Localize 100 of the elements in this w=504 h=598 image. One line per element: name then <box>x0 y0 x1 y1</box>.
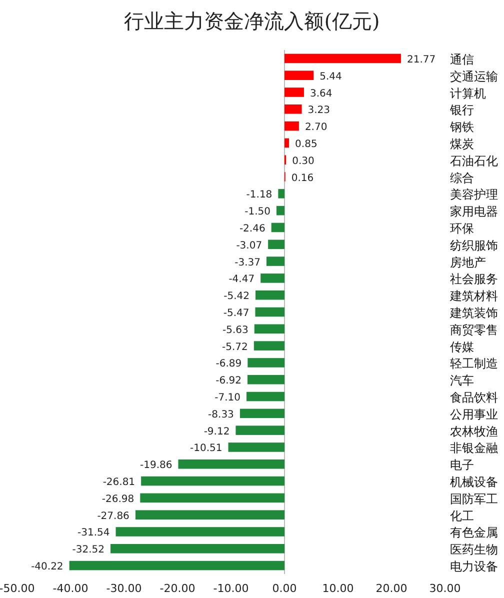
data-label: -6.89 <box>216 358 242 370</box>
data-label: -5.47 <box>223 308 250 319</box>
y-tick-label: 石油石化 <box>450 154 498 168</box>
data-label: -5.42 <box>224 291 250 302</box>
bar <box>256 290 284 300</box>
y-tick-label: 房地产 <box>450 255 486 270</box>
y-tick-label: 公用事业 <box>450 407 498 422</box>
data-label: -10.51 <box>190 443 222 454</box>
data-label: -31.54 <box>78 528 110 539</box>
bar <box>284 121 299 131</box>
bar <box>254 341 284 350</box>
y-tick-label: 农林牧渔 <box>450 424 498 438</box>
y-tick-label: 银行 <box>449 103 474 118</box>
data-label: -19.86 <box>140 460 172 472</box>
data-label: -7.10 <box>214 392 241 404</box>
data-label: -32.52 <box>72 544 105 556</box>
y-tick-label: 有色金属 <box>450 526 498 540</box>
data-label: -5.63 <box>222 324 248 336</box>
bar <box>284 54 401 64</box>
bar <box>110 544 284 554</box>
y-tick-label: 商贸零售 <box>450 322 498 337</box>
data-label: -40.22 <box>31 562 64 573</box>
data-label: -5.72 <box>222 342 248 353</box>
bar <box>284 104 302 114</box>
bar <box>236 426 284 435</box>
y-tick-label: 国防军工 <box>450 492 498 506</box>
bar <box>140 493 284 503</box>
y-tick-label: 社会服务 <box>450 272 498 286</box>
bar <box>284 88 304 97</box>
x-tick-label: 0.00 <box>272 582 297 595</box>
x-tick-label: -30.00 <box>106 582 142 595</box>
bar <box>248 358 284 368</box>
y-tick-label: 钢铁 <box>449 120 474 134</box>
data-label: 3.23 <box>308 105 330 116</box>
bar <box>178 459 284 469</box>
data-label: 0.85 <box>295 138 318 150</box>
data-label: -3.07 <box>236 240 262 252</box>
data-label: -1.18 <box>246 190 272 201</box>
y-tick-label: 通信 <box>450 52 474 66</box>
bar <box>240 408 284 418</box>
chart-title: 行业主力资金净流入额(亿元) <box>124 9 380 33</box>
bar <box>246 392 284 402</box>
bar <box>284 138 290 148</box>
y-tick-label: 综合 <box>450 170 474 185</box>
y-tick-label: 轻工制造 <box>450 356 498 371</box>
data-label: -8.33 <box>208 409 234 420</box>
y-tick-label: 非银金融 <box>450 441 498 456</box>
bar <box>268 240 284 250</box>
data-label: -6.92 <box>216 376 242 387</box>
y-tick-label: 建筑装饰 <box>449 306 498 320</box>
bar <box>284 70 314 80</box>
data-label: 3.64 <box>310 88 332 100</box>
data-label: 0.30 <box>292 156 314 167</box>
data-label: -26.98 <box>102 494 134 505</box>
y-tick-label: 家用电器 <box>450 204 498 219</box>
y-tick-label: 电力设备 <box>450 560 498 574</box>
x-tick-label: -10.00 <box>213 582 249 595</box>
y-tick-label: 交通运输 <box>450 69 498 84</box>
bar <box>135 510 284 520</box>
bar <box>255 307 284 317</box>
data-label: -9.12 <box>204 426 230 438</box>
data-label: 0.16 <box>291 172 314 184</box>
y-tick-label: 食品饮料 <box>450 390 498 405</box>
bar <box>69 560 284 570</box>
bar <box>228 442 284 452</box>
y-tick-label: 建筑材料 <box>449 289 498 304</box>
x-tick-label: 10.00 <box>322 582 354 595</box>
bar <box>116 527 284 536</box>
x-tick-label: 20.00 <box>376 582 408 595</box>
data-label: -3.37 <box>234 257 260 268</box>
bar <box>141 476 284 486</box>
y-tick-label: 美容护理 <box>450 188 498 202</box>
y-tick-label: 环保 <box>450 221 474 236</box>
data-label: -27.86 <box>97 510 130 522</box>
x-tick-label: -20.00 <box>160 582 196 595</box>
data-label: 21.77 <box>406 54 436 66</box>
bar <box>278 189 284 198</box>
bar <box>276 206 284 216</box>
x-tick-label: -50.00 <box>0 582 35 595</box>
data-label: 2.70 <box>304 122 328 134</box>
y-tick-label: 煤炭 <box>450 136 474 151</box>
y-tick-label: 医药生物 <box>450 542 498 557</box>
y-tick-label: 传媒 <box>450 340 474 354</box>
y-tick-label: 电子 <box>450 458 474 472</box>
y-tick-label: 化工 <box>450 508 474 523</box>
data-label: 5.44 <box>320 71 342 82</box>
y-tick-label: 汽车 <box>450 374 474 388</box>
y-tick-label: 计算机 <box>450 86 486 100</box>
bar <box>271 222 284 232</box>
y-tick-label: 纺织服饰 <box>450 238 498 252</box>
bar <box>260 274 284 283</box>
data-label: -1.50 <box>244 206 270 218</box>
bar <box>254 324 284 334</box>
y-tick-label: 机械设备 <box>450 475 498 490</box>
bar <box>247 374 284 384</box>
data-label: -2.46 <box>239 223 266 234</box>
x-tick-label: -40.00 <box>52 582 88 595</box>
x-tick-label: 30.00 <box>429 582 461 595</box>
data-label: -26.81 <box>102 477 136 488</box>
data-label: -4.47 <box>228 274 255 286</box>
